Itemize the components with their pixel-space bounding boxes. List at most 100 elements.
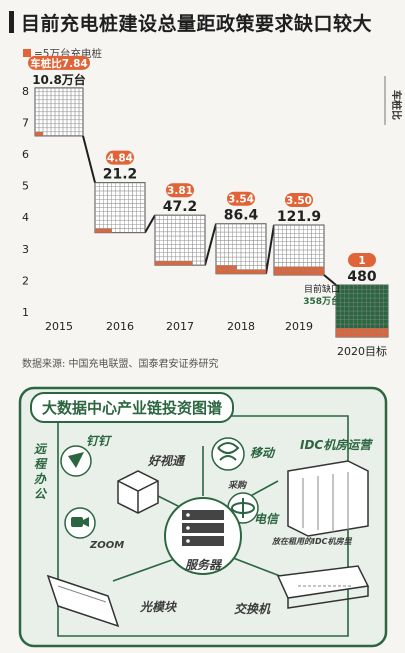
bar-cell [240, 269, 246, 274]
bar-cell [357, 310, 363, 316]
bar-cell [302, 270, 308, 276]
map-title: 大数据中心产业链投资图谱 [30, 392, 235, 423]
bar-cell [215, 265, 221, 270]
ratio-pill [285, 193, 313, 207]
bar-cell [370, 297, 376, 303]
bar-cell [224, 265, 229, 270]
value-label: 86.4 [224, 208, 259, 224]
ratio-label: 1 [358, 255, 365, 267]
bar-cell [215, 269, 221, 274]
bar-cell [344, 289, 350, 294]
ratio-label: 4.84 [107, 153, 133, 165]
bar-cell [348, 302, 354, 307]
bar-cell [273, 266, 279, 272]
bar-cell [357, 323, 363, 329]
bar-cell [374, 293, 380, 299]
bar-cell [383, 319, 389, 325]
bar-cell [383, 302, 389, 307]
bar-cell [344, 310, 350, 316]
ratio-label: 3.81 [167, 185, 193, 197]
bar-cell [348, 332, 354, 338]
bar-cell [353, 306, 358, 312]
bar-cell [282, 266, 287, 272]
bar-cell [383, 332, 389, 338]
connector-line [204, 223, 217, 266]
bar-cell [348, 284, 354, 290]
bar-cell [261, 269, 267, 274]
bar-cell [228, 265, 233, 270]
bar-cell [357, 332, 363, 338]
bar-cell [383, 306, 389, 312]
bar-cell [374, 284, 380, 290]
bar-cell [379, 328, 384, 333]
bar-cell [361, 319, 367, 325]
value-label: 10.8万台 [32, 72, 86, 87]
bar-cell [374, 323, 380, 329]
bar-cell [353, 328, 358, 333]
bar-cell [315, 270, 321, 276]
bar-cell [366, 306, 371, 312]
bar-cell [379, 332, 384, 338]
bar-cell [344, 332, 350, 338]
bar-cell [374, 297, 380, 303]
bar-cell [232, 265, 238, 270]
bar-cell [374, 310, 380, 316]
ratio-pill [227, 191, 255, 206]
bar-cell [379, 284, 384, 290]
bar-cell [140, 182, 146, 187]
bar-cell [361, 310, 367, 316]
bar-cell [374, 328, 380, 333]
gap-label: 目前缺口 [304, 283, 340, 295]
bar-cell [370, 284, 376, 290]
bar-cell [344, 328, 350, 333]
bar-cell [340, 284, 345, 290]
label-telecom: 电信 [254, 512, 279, 526]
bar-cell [103, 228, 108, 233]
label-mobile: 移动 [250, 446, 275, 460]
bar-cell [357, 284, 363, 290]
bar-cell [357, 297, 363, 303]
ratio-pill [348, 253, 376, 267]
bar-cell [335, 319, 341, 325]
bar-cell [188, 260, 193, 266]
label-idc: IDC机房运营 [300, 438, 372, 452]
y-tick-label: 7 [22, 116, 29, 129]
bar-2016 [94, 182, 146, 234]
ratio-pill [28, 55, 90, 70]
bar-cell [277, 270, 283, 276]
bar-cell [335, 310, 341, 316]
bar-cell [290, 266, 296, 272]
bar-cell [340, 310, 345, 316]
label-haoshitong: 好视通 [148, 454, 185, 468]
bar-cell [353, 297, 358, 303]
label-remote-office: 远程办公 [34, 442, 47, 501]
bar-cell [361, 289, 367, 294]
bar-cell [163, 260, 168, 266]
bar-cell [335, 315, 341, 320]
y-tick-label: 6 [22, 148, 29, 161]
bar-cell [366, 323, 371, 329]
source-note: 数据来源: 中国充电联盟、国泰君安证券研究 [22, 357, 219, 370]
bar-cell [340, 319, 345, 325]
gap-value: 358万台 [303, 295, 340, 307]
bar-cell [277, 266, 283, 272]
bar-cell [348, 319, 354, 325]
bar-cell [340, 293, 345, 299]
bar-cell [94, 228, 100, 233]
ratio-label: 车桩比7.84 [30, 57, 87, 70]
bar-2017 [154, 214, 206, 266]
bar-cell [340, 289, 345, 294]
bar-cell [370, 310, 376, 316]
bar-cell [383, 293, 389, 299]
bar-cell [311, 270, 316, 276]
bar-2020目标 [335, 284, 389, 338]
connector-line [323, 274, 337, 286]
bar-cell [379, 323, 384, 329]
bar-cell [344, 284, 350, 290]
x-tick-label: 2020目标 [337, 344, 387, 358]
bar-cell [348, 306, 354, 312]
bar-cell [34, 131, 40, 137]
label-procure: 采购 [228, 481, 247, 491]
bar-cell [175, 260, 181, 266]
